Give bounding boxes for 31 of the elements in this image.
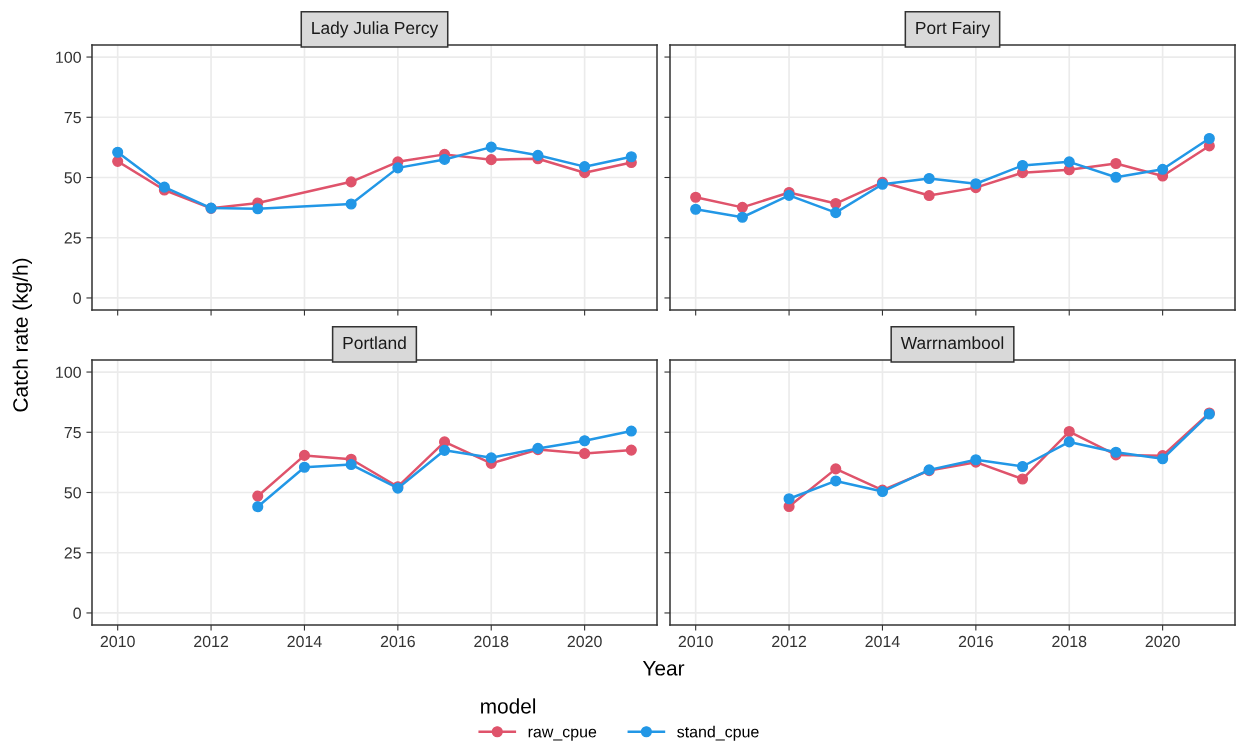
chart-title: Warrnambool [900,336,1004,350]
x-tick-label: 2020 [1145,635,1180,648]
x-tick-label: 2012 [772,635,807,648]
y-tick-label: 75 [64,112,81,124]
y-tick-label: 75 [64,427,81,439]
y-tick-label: 100 [56,366,81,378]
legend-title: model [481,698,536,714]
y-axis-title: Catch rate (kg/h) [12,258,33,412]
x-tick-label: 2014 [865,635,900,648]
y-tick-label: 50 [64,487,81,499]
chart-title: Portland [343,336,406,350]
chart-title: Port Fairy [916,21,991,38]
x-tick-label: 2020 [567,635,602,648]
y-tick-label: 50 [64,172,81,184]
x-tick-label: 2014 [287,635,322,648]
legend-label: stand_cpue [677,725,759,741]
x-tick-label: 2018 [474,635,509,648]
x-tick-label: 2010 [100,635,135,648]
x-tick-label: 2012 [194,635,229,648]
x-tick-label: 2016 [958,635,993,648]
y-tick-label: 25 [64,547,81,559]
y-tick-label: 25 [64,232,81,244]
x-axis-title: Year [642,661,685,676]
legend-label: raw_cpue [528,728,597,741]
x-tick-label: 2016 [380,635,415,648]
y-tick-label: 100 [56,51,81,63]
chart-title: Lady Julia Percy [312,21,439,38]
y-tick-label: 0 [73,292,81,304]
x-tick-label: 2010 [678,635,713,648]
y-tick-label: 0 [73,607,81,619]
x-tick-label: 2018 [1052,635,1087,648]
